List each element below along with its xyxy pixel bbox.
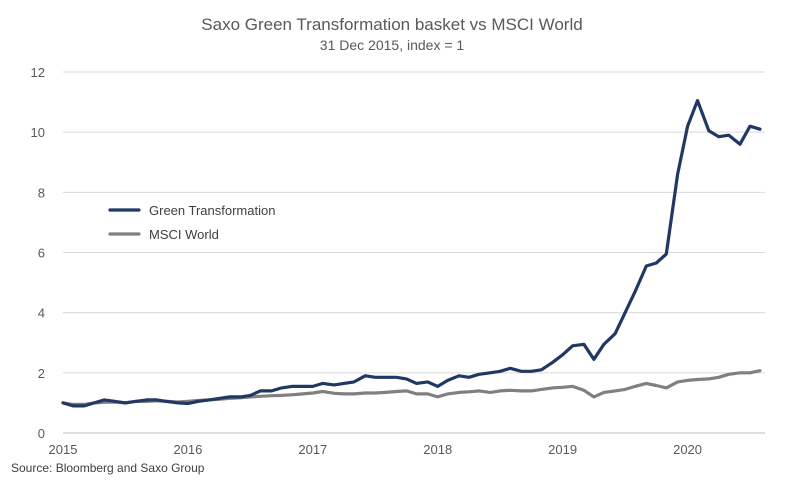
y-tick-label: 0 <box>38 426 45 441</box>
x-tick-label: 2015 <box>49 442 78 457</box>
x-tick-label: 2016 <box>173 442 202 457</box>
legend-label: Green Transformation <box>149 203 275 218</box>
chart-subtitle: 31 Dec 2015, index = 1 <box>320 37 465 53</box>
y-tick-label: 4 <box>38 306 45 321</box>
legend-label: MSCI World <box>149 227 219 242</box>
x-axis-tick-labels: 2015 2016 2017 2018 2019 2020 <box>49 442 702 457</box>
y-axis-tick-labels: 0 2 4 6 8 10 12 <box>31 65 45 441</box>
source-note: Source: Bloomberg and Saxo Group <box>11 461 205 475</box>
x-tick-label: 2018 <box>423 442 452 457</box>
y-tick-label: 2 <box>38 366 45 381</box>
series-line-green-transformation <box>61 98 762 408</box>
chart-title: Saxo Green Transformation basket vs MSCI… <box>201 15 582 34</box>
legend: Green Transformation MSCI World <box>108 203 275 242</box>
y-tick-label: 12 <box>31 65 45 80</box>
series-line-msci-world <box>61 369 762 406</box>
x-tick-label: 2017 <box>298 442 327 457</box>
y-tick-label: 6 <box>38 246 45 261</box>
y-tick-label: 8 <box>38 185 45 200</box>
series-lines <box>61 98 762 408</box>
y-tick-label: 10 <box>31 125 45 140</box>
x-tick-label: 2020 <box>673 442 702 457</box>
x-tick-label: 2019 <box>548 442 577 457</box>
gridlines <box>63 71 765 434</box>
